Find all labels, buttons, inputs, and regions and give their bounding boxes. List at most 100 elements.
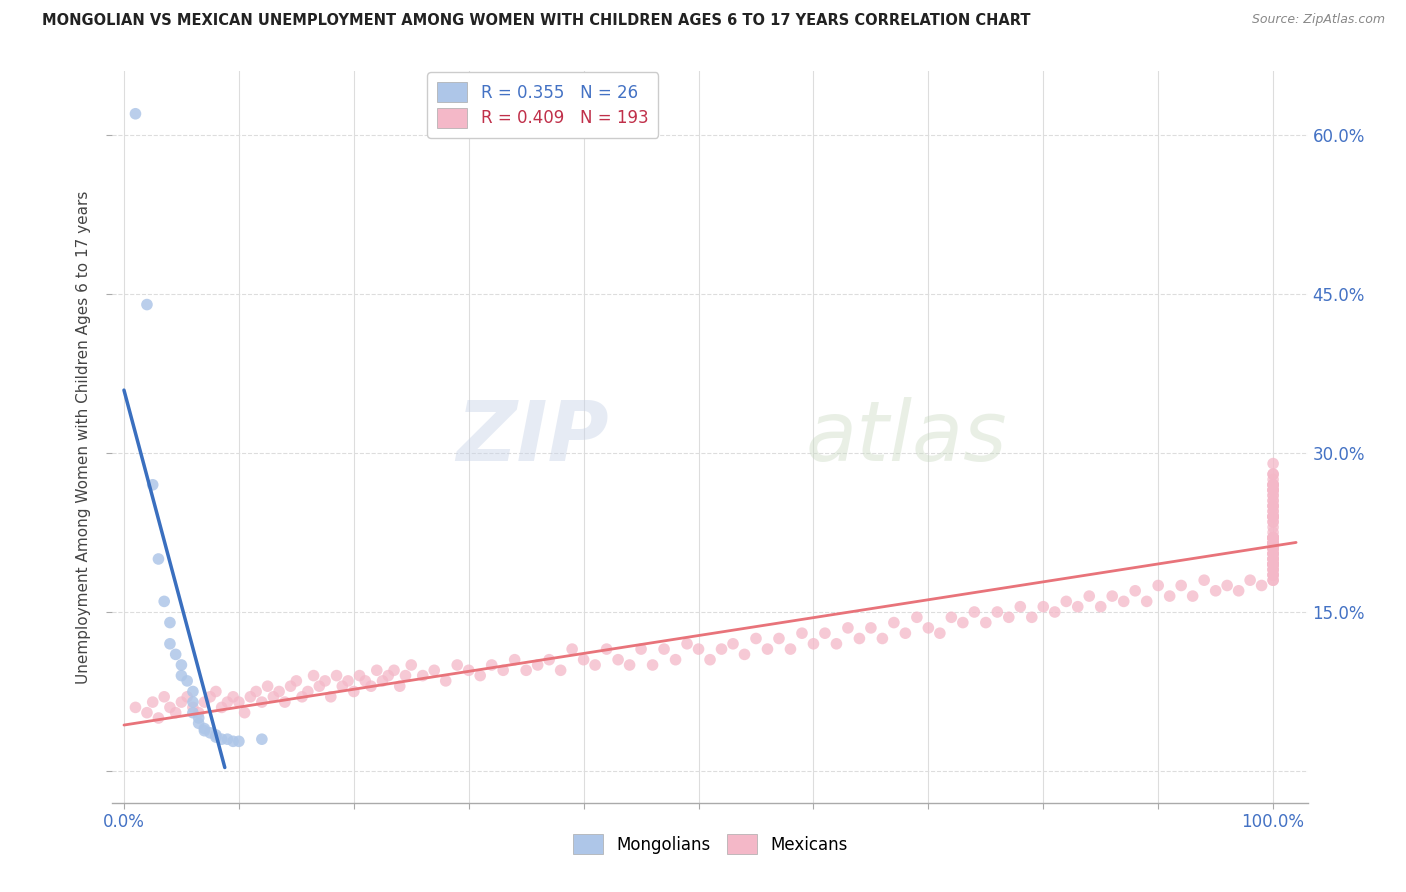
Point [1261, 483, 1284, 497]
Point [1101, 589, 1123, 603]
Point [1261, 531, 1284, 545]
Point [256, 679, 278, 693]
Point [165, 706, 187, 720]
Point [583, 658, 606, 673]
Point [952, 615, 974, 630]
Point [1261, 504, 1284, 518]
Point [314, 673, 336, 688]
Point [825, 637, 848, 651]
Point [1261, 573, 1284, 587]
Point [1261, 541, 1284, 556]
Point [1261, 509, 1284, 524]
Point [142, 477, 165, 491]
Point [515, 663, 537, 677]
Point [1261, 573, 1284, 587]
Point [1261, 541, 1284, 556]
Point [148, 552, 170, 566]
Point [688, 642, 710, 657]
Point [550, 663, 572, 677]
Text: atlas: atlas [806, 397, 1007, 477]
Point [205, 684, 228, 698]
Point [492, 663, 515, 677]
Point [1112, 594, 1135, 608]
Point [136, 706, 159, 720]
Point [1261, 563, 1284, 577]
Point [1261, 547, 1284, 561]
Point [1261, 531, 1284, 545]
Point [181, 706, 204, 720]
Point [1159, 589, 1181, 603]
Text: Source: ZipAtlas.com: Source: ZipAtlas.com [1251, 13, 1385, 27]
Point [837, 621, 859, 635]
Point [538, 653, 561, 667]
Point [382, 663, 405, 677]
Point [1261, 483, 1284, 497]
Point [198, 690, 221, 704]
Point [1261, 515, 1284, 529]
Point [1261, 547, 1284, 561]
Point [894, 626, 917, 640]
Point [1067, 599, 1090, 614]
Point [434, 673, 457, 688]
Point [1261, 552, 1284, 566]
Point [941, 610, 963, 624]
Point [1010, 599, 1032, 614]
Point [262, 690, 284, 704]
Point [388, 679, 411, 693]
Point [360, 679, 382, 693]
Point [394, 668, 416, 682]
Point [1261, 509, 1284, 524]
Point [217, 732, 239, 747]
Point [159, 637, 181, 651]
Point [159, 615, 181, 630]
Point [170, 658, 193, 673]
Point [170, 695, 193, 709]
Point [1261, 488, 1284, 502]
Point [401, 658, 423, 673]
Point [1261, 552, 1284, 566]
Point [526, 658, 548, 673]
Point [1261, 477, 1284, 491]
Point [337, 673, 360, 688]
Point [170, 668, 193, 682]
Point [274, 695, 297, 709]
Point [986, 605, 1008, 619]
Point [297, 684, 319, 698]
Point [205, 730, 228, 744]
Text: MONGOLIAN VS MEXICAN UNEMPLOYMENT AMONG WOMEN WITH CHILDREN AGES 6 TO 17 YEARS C: MONGOLIAN VS MEXICAN UNEMPLOYMENT AMONG … [42, 13, 1031, 29]
Point [148, 711, 170, 725]
Point [250, 732, 273, 747]
Point [561, 642, 583, 657]
Point [176, 690, 198, 704]
Point [222, 734, 245, 748]
Point [1090, 599, 1112, 614]
Point [1216, 578, 1239, 592]
Point [1261, 499, 1284, 513]
Point [607, 653, 630, 667]
Point [1261, 499, 1284, 513]
Point [1192, 573, 1215, 587]
Point [1261, 531, 1284, 545]
Point [619, 658, 641, 673]
Point [1261, 515, 1284, 529]
Point [768, 632, 790, 646]
Point [1261, 477, 1284, 491]
Point [1261, 536, 1284, 550]
Point [280, 679, 302, 693]
Point [124, 107, 146, 121]
Point [245, 684, 267, 698]
Point [239, 690, 262, 704]
Point [1261, 477, 1284, 491]
Point [1261, 552, 1284, 566]
Point [859, 621, 882, 635]
Point [503, 653, 526, 667]
Point [1261, 558, 1284, 572]
Point [974, 615, 997, 630]
Point [198, 726, 221, 740]
Point [181, 700, 204, 714]
Point [1261, 509, 1284, 524]
Point [211, 700, 233, 714]
Point [1261, 541, 1284, 556]
Point [1261, 477, 1284, 491]
Point [1261, 567, 1284, 582]
